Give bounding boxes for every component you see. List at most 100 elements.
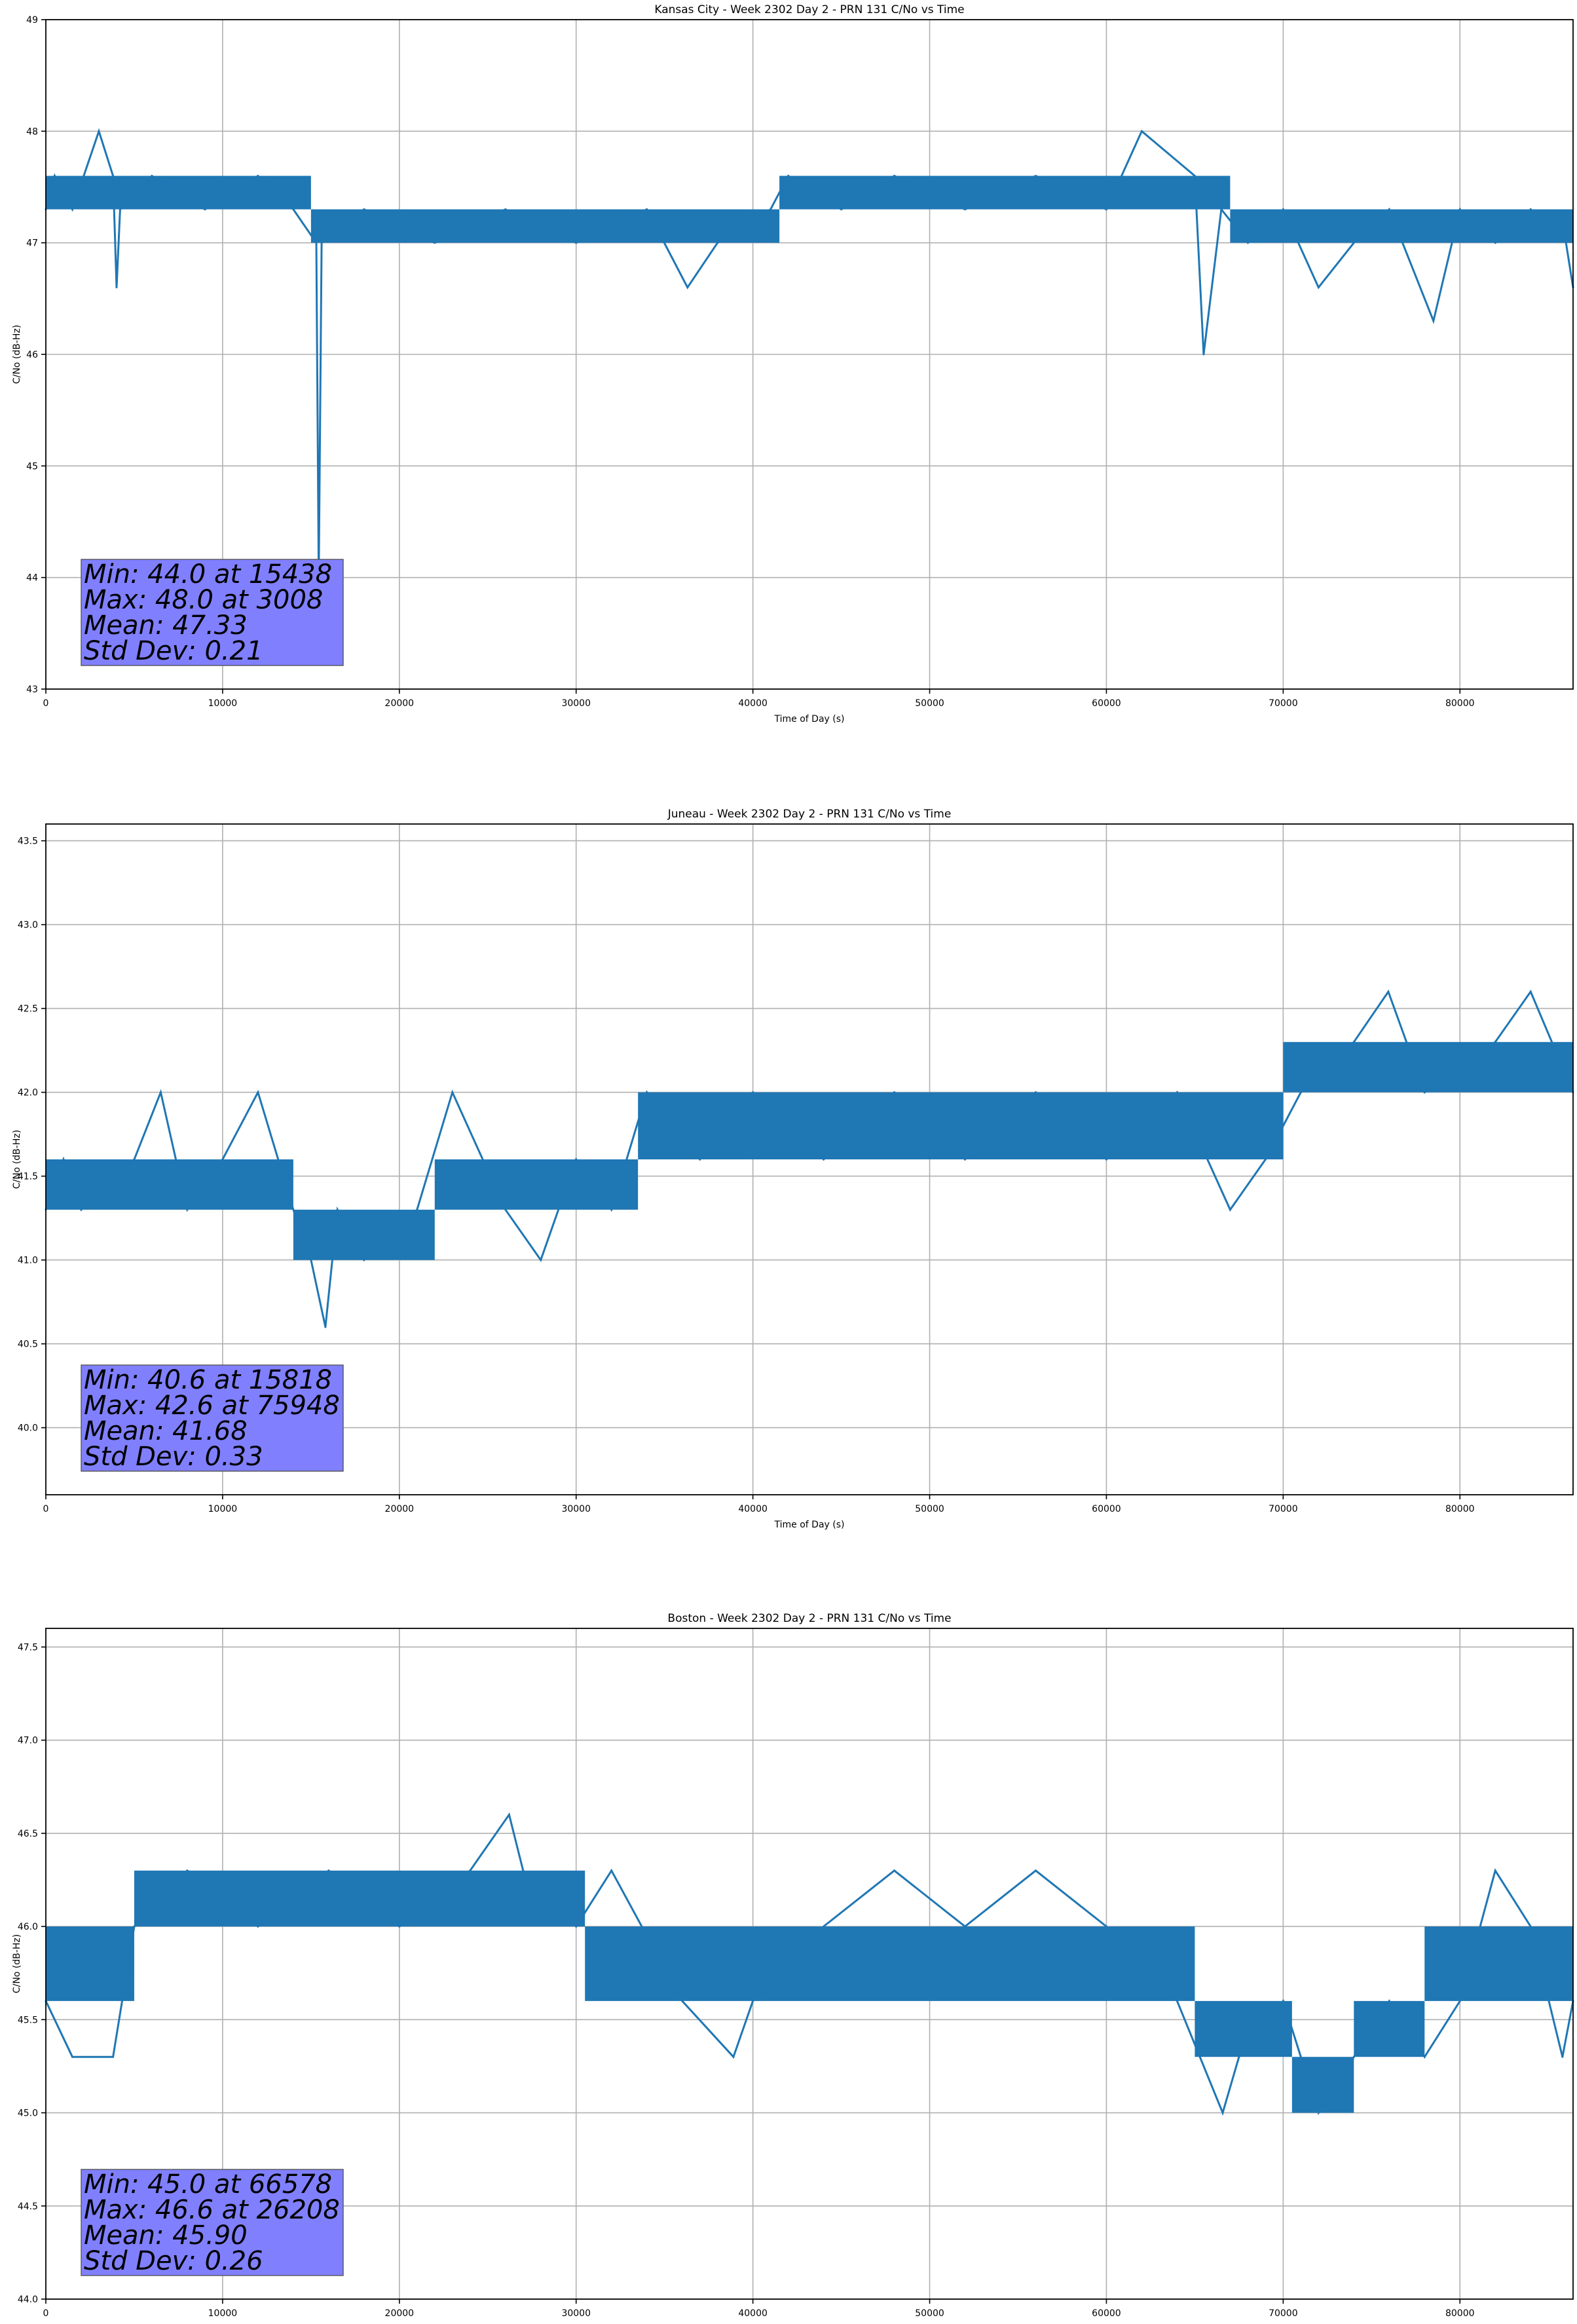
series-0 [45,989,1574,1328]
chart-title: Boston - Week 2302 Day 2 - PRN 131 C/No … [667,1612,951,1625]
data-point [186,1209,189,1211]
stats-text: Max: 48.0 at 3008 [84,585,323,615]
data-point [752,1091,754,1094]
data-point [1220,208,1223,211]
chart-title: Kansas City - Week 2302 Day 2 - PRN 131 … [654,3,964,16]
data-point [1229,1209,1231,1211]
data-point [1565,242,1567,244]
y-tick-label: 47 [26,238,38,249]
x-tick-label: 30000 [561,1504,591,1514]
x-tick-label: 60000 [1092,1504,1121,1514]
y-tick-label: 46 [26,350,38,360]
data-point [575,1925,578,1928]
y-axis-label: C/No (dB-Hz) [12,1934,22,1993]
y-axis-label: C/No (dB-Hz) [12,325,22,384]
data-point [893,1091,896,1094]
stats-text: Mean: 45.90 [84,2221,248,2251]
x-tick-label: 20000 [385,2308,415,2319]
data-point [522,1869,525,1872]
y-tick-label: 42.5 [18,1004,38,1015]
data-point [1317,2112,1320,2114]
data-point [752,2000,754,2002]
data-point [1352,2055,1355,2058]
data-point [434,242,436,244]
data-point [1202,353,1205,356]
data-point [1034,1091,1037,1094]
axes-frame [45,823,1574,1495]
data-point [1352,242,1355,244]
data-point [133,1925,136,1928]
data-point [1529,990,1532,993]
data-point [1034,174,1037,177]
stats-text: Std Dev: 0.21 [84,636,263,666]
data-point [257,174,259,177]
data-point [1105,1158,1107,1161]
stats-text: Mean: 47.33 [84,610,248,641]
y-tick-label: 43.5 [18,836,38,847]
data-point [893,1869,896,1872]
y-tick-label: 47.0 [18,1736,38,1746]
series-band [1424,1926,1573,2001]
x-tick-label: 60000 [1092,2308,1121,2319]
x-tick-label: 30000 [561,2308,591,2319]
data-point [1432,320,1435,322]
data-point [646,1091,648,1094]
data-point [1529,1925,1532,1928]
stats-text: Max: 42.6 at 75948 [84,1391,340,1421]
data-point [504,208,507,211]
data-point [1105,208,1107,211]
data-point [1176,1091,1178,1094]
data-point [1529,208,1532,211]
data-point [1193,174,1196,177]
data-point [610,1869,613,1872]
chart-panel-0: 0 10000 20000 30000 40000 50000 60000 70000 8000… [12,3,1574,724]
series-0 [45,128,1574,579]
data-point [575,242,578,244]
data-point [699,1158,701,1161]
x-tick-label: 80000 [1445,1504,1475,1514]
data-point [292,208,295,211]
stats-box [81,1364,344,1472]
data-point [62,1158,65,1161]
data-point [1282,208,1284,211]
series-band [46,1926,134,2001]
data-point [80,1209,83,1211]
stats-text: Std Dev: 0.33 [84,1442,263,1472]
data-point [133,1158,136,1161]
data-point [327,1869,330,1872]
x-tick-label: 60000 [1092,698,1121,709]
data-point [469,1869,472,1872]
data-point [964,1925,967,1928]
data-point [686,286,689,289]
y-tick-label: 42.0 [18,1088,38,1098]
x-tick-label: 70000 [1269,698,1298,709]
data-point [540,1259,542,1262]
data-point [398,1925,401,1928]
data-point [1387,990,1390,993]
data-point [1352,1041,1355,1043]
x-axis-label: Time of Day (s) [774,1520,845,1530]
x-tick-label: 0 [43,1504,49,1514]
data-point [310,1259,312,1262]
data-point [292,1209,295,1211]
x-tick-label: 30000 [561,698,591,709]
data-point [363,208,365,211]
x-tick-label: 40000 [738,2308,768,2319]
data-point [71,2055,73,2058]
series-band [1291,2057,1354,2113]
y-tick-label: 48 [26,126,38,137]
data-point [159,1091,162,1094]
series-band [1283,1041,1573,1093]
series-band [638,1092,1284,1159]
data-point [98,130,100,132]
stats-box [81,559,344,666]
data-point [964,208,967,211]
series-band [585,1926,1195,2001]
y-tick-label: 46.5 [18,1829,38,1839]
data-point [451,1091,454,1094]
data-point [53,174,56,177]
data-point [732,2055,735,2058]
x-tick-label: 50000 [915,2308,944,2319]
data-point [324,1326,327,1328]
y-tick-label: 41.5 [18,1172,38,1182]
